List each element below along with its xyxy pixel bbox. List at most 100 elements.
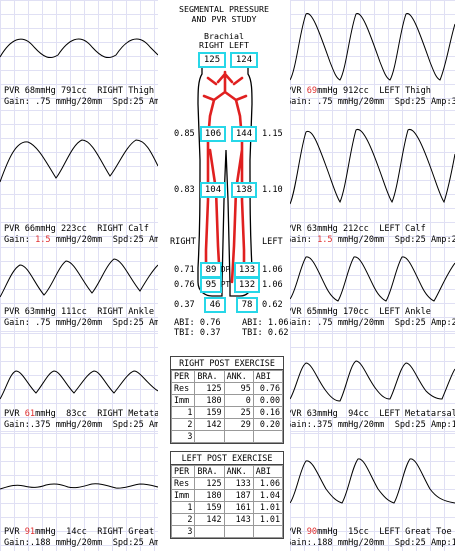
waveform-left-ankle (290, 256, 455, 302)
cell (194, 525, 225, 538)
cell: 125 (194, 477, 225, 490)
toe-right-box: 46 (204, 297, 226, 313)
calf-left-box: 138 (231, 182, 257, 198)
cell: 0 (223, 394, 254, 407)
cell: Imm (170, 489, 196, 502)
left-post-exercise-table: LEFT POST EXERCISE PER BRA. ANK. ABI Res… (170, 451, 284, 539)
dp-right-index: 0.71 (174, 265, 195, 275)
pt-left-box: 132 (234, 277, 260, 293)
waveform-left-thigh (290, 13, 455, 81)
cell: 180 (194, 394, 225, 407)
cell: 1.06 (252, 477, 284, 490)
cell: 133 (223, 477, 254, 490)
right-side-label: RIGHT (170, 237, 196, 247)
table-row: 3 (170, 525, 284, 538)
brachial-label: Brachial (204, 31, 244, 41)
dp-right-box: 89 (200, 262, 222, 278)
report-title-line2: AND PVR STUDY (191, 14, 257, 24)
label-left-great-toe: PVR 90mmHg 15cc LEFT Great Toe Gain:.188… (290, 527, 455, 548)
label-right-ankle: PVR 63mmHg 111cc RIGHT Ankle Gain: .75 m… (4, 307, 158, 328)
cell: 2 (170, 513, 196, 526)
left-tbi: TBI: 0.62 (242, 328, 289, 338)
right-tbi: TBI: 0.37 (174, 328, 221, 338)
cell: 143 (223, 513, 254, 526)
table-row: Imm 180 187 1.04 (170, 489, 284, 502)
cell: 25 (223, 406, 254, 419)
left-exercise-grid: PER BRA. ANK. ABI Res 125 133 1.06 Imm 180 18… (170, 465, 284, 538)
cell: 159 (194, 406, 225, 419)
calf-left-index: 1.10 (262, 185, 283, 195)
cell: 0.16 (252, 406, 284, 419)
cell: Imm (170, 394, 196, 407)
panel-right-ankle: PVR 63mmHg 111cc RIGHT Ankle Gain: .75 m… (0, 247, 158, 333)
table-row: Res 125 133 1.06 (170, 477, 284, 490)
cell: 2 (170, 418, 196, 431)
cell: Res (170, 477, 196, 490)
cell: 0.76 (252, 382, 284, 395)
table-row: 2 142 29 0.20 (170, 418, 284, 431)
panel-left-calf: PVR 63mmHg 212cc LEFT Calf Gain: 1.5 mmH… (290, 110, 455, 247)
header-cell: BRA. (194, 370, 225, 383)
body-outline (197, 66, 253, 297)
cell (194, 430, 225, 443)
dp-label: DP (221, 265, 231, 274)
cell: 125 (194, 382, 225, 395)
cell: 3 (170, 430, 196, 443)
table-row: 2 142 143 1.01 (170, 513, 284, 526)
cell: 159 (194, 501, 225, 514)
toe-left-index: 0.62 (262, 300, 283, 310)
panel-right-calf: PVR 66mmHg 223cc RIGHT Calf Gain: 1.5 mm… (0, 110, 158, 247)
right-exercise-title: RIGHT POST EXERCISE (171, 357, 283, 370)
pt-left-index: 1.06 (262, 280, 283, 290)
thigh-right-index: 0.85 (174, 129, 195, 139)
label-left-ankle: PVR 65mmHg 170cc LEFT Ankle Gain: .75 mm… (290, 307, 455, 328)
left-abi: ABI: 1.06 (242, 318, 289, 328)
label-left-metatarsal: PVR 63mmHg 94cc LEFT Metatarsal Gain:.37… (290, 409, 455, 430)
toe-left-box: 78 (236, 297, 258, 313)
cell: 29 (223, 418, 254, 431)
label-right-metatarsal: PVR 61mmHg 83cc RIGHT Metatarsal Gain:.3… (4, 409, 158, 430)
cell: 0.20 (252, 418, 284, 431)
waveform-left-great-toe (290, 458, 455, 504)
waveform-right-thigh (0, 38, 158, 59)
panel-left-metatarsal: PVR 63mmHg 94cc LEFT Metatarsal Gain:.37… (290, 333, 455, 433)
label-right-great-toe: PVR 91mmHg 14cc RIGHT Great Toe Gain:.18… (4, 527, 158, 548)
panel-left-ankle: PVR 65mmHg 170cc LEFT Ankle Gain: .75 mm… (290, 247, 455, 333)
header-cell: BRA. (194, 465, 225, 478)
report-title-line1: SEGMENTAL PRESSURE (179, 4, 269, 14)
cell (252, 525, 284, 538)
waveform-right-great-toe (0, 483, 158, 490)
header-cell: ABI (252, 370, 284, 383)
waveform-left-metatarsal (290, 360, 455, 402)
header-cell: ANK. (223, 465, 254, 478)
table-row: 3 (170, 430, 284, 443)
toe-right-index: 0.37 (174, 300, 195, 310)
cell: 142 (194, 418, 225, 431)
cell: 142 (194, 513, 225, 526)
cell: 3 (170, 525, 196, 538)
cell: 1.01 (252, 513, 284, 526)
waveform-right-ankle (0, 258, 158, 298)
panel-right-thigh: PVR 68mmHg 791cc RIGHT Thigh Gain: .75 m… (0, 0, 158, 110)
pt-label: PT (221, 280, 231, 289)
panel-left-great-toe: PVR 90mmHg 15cc LEFT Great Toe Gain:.188… (290, 433, 455, 551)
cell: 187 (223, 489, 254, 502)
label-left-calf: PVR 63mmHg 212cc LEFT Calf Gain: 1.5 mmH… (290, 224, 455, 245)
thigh-left-index: 1.15 (262, 129, 283, 139)
header-cell: PER (170, 465, 196, 478)
cell: 180 (194, 489, 225, 502)
brachial-side-labels: RIGHT LEFT (199, 40, 249, 50)
table-row: Imm 180 0 0.00 (170, 394, 284, 407)
cell (223, 430, 254, 443)
thigh-left-box: 144 (231, 126, 257, 142)
panel-right-metatarsal: PVR 61mmHg 83cc RIGHT Metatarsal Gain:.3… (0, 333, 158, 433)
pt-right-index: 0.76 (174, 280, 195, 290)
center-diagram: SEGMENTAL PRESSURE AND PVR STUDY Brachia… (158, 0, 290, 551)
cell: 95 (223, 382, 254, 395)
dp-left-box: 133 (234, 262, 260, 278)
cell (252, 430, 284, 443)
label-right-calf: PVR 66mmHg 223cc RIGHT Calf Gain: 1.5 mm… (4, 224, 158, 245)
header-cell: ANK. (223, 370, 254, 383)
brachial-left-box: 124 (230, 52, 258, 68)
